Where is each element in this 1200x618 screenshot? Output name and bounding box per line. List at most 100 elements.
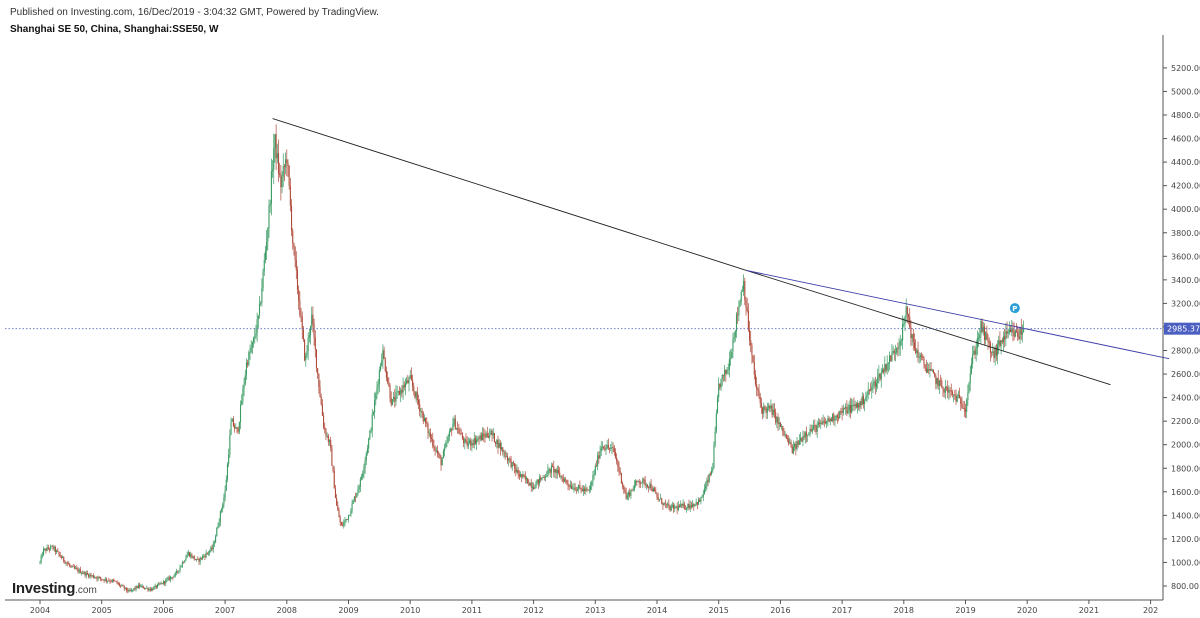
candle-body <box>311 314 313 326</box>
candle-body <box>737 314 739 316</box>
candle-body <box>80 573 83 574</box>
candle-body <box>272 169 274 172</box>
x-tick-label: 2017 <box>832 606 852 615</box>
candle-body <box>137 584 140 588</box>
candle-body <box>385 371 388 378</box>
candle-body <box>936 378 938 384</box>
candle-body <box>48 548 51 550</box>
candle-body <box>207 552 210 554</box>
candle-body <box>174 572 176 576</box>
candle-body <box>947 387 949 393</box>
candle-body <box>689 505 691 509</box>
candle-body <box>292 230 294 244</box>
candle-body <box>414 391 416 398</box>
y-tick-label: 800.00 <box>1171 582 1199 591</box>
candle-body <box>644 480 646 486</box>
candle-body <box>465 439 467 441</box>
candle-body <box>706 480 708 486</box>
candle-body <box>288 165 290 186</box>
candle-body <box>126 587 128 591</box>
candle-body <box>753 361 755 375</box>
candle-body <box>327 435 329 442</box>
candle-body <box>816 424 818 432</box>
investing-logo: Investing.com <box>12 580 97 598</box>
candlestick-series <box>39 124 1025 594</box>
candle-body <box>467 443 469 446</box>
candle-body <box>352 500 354 504</box>
candle-body <box>147 587 149 591</box>
candle-body <box>847 410 849 414</box>
candle-body <box>90 574 92 576</box>
candle-body <box>274 134 276 149</box>
candle-body <box>811 429 813 432</box>
candle-body <box>139 584 141 587</box>
candle-body <box>778 422 780 425</box>
candle-body <box>381 360 383 366</box>
candle-body <box>950 390 952 392</box>
candle-body <box>339 517 341 523</box>
y-tick-label: 2800.00 <box>1171 347 1200 356</box>
candle-body <box>98 577 100 578</box>
candle-body <box>881 369 883 373</box>
candle-body <box>83 571 85 574</box>
x-tick-label: 2010 <box>400 606 420 615</box>
candle-body <box>336 497 338 506</box>
candle-body <box>893 350 895 353</box>
candle-body <box>918 357 920 358</box>
candle-body <box>649 483 651 488</box>
candle-body <box>836 415 838 418</box>
candle-body <box>161 583 163 584</box>
p-marker-icon[interactable]: P <box>1009 303 1020 314</box>
candle-body <box>591 482 593 486</box>
candle-body <box>848 405 850 411</box>
candle-body <box>415 392 417 398</box>
candle-body <box>358 486 360 490</box>
candle-body <box>1010 329 1012 333</box>
candle-body <box>995 347 997 356</box>
candle-body <box>276 153 278 159</box>
candle-body <box>633 485 636 490</box>
candle-body <box>569 485 571 487</box>
candle-body <box>192 556 194 558</box>
x-tick-label: 2006 <box>153 606 173 615</box>
candle-body <box>391 399 393 405</box>
candle-body <box>487 436 490 438</box>
candle-body <box>658 499 660 500</box>
candle-body <box>471 443 473 446</box>
candle-body <box>493 433 495 443</box>
candle-body <box>295 259 297 271</box>
candle-body <box>441 458 443 466</box>
candle-body <box>442 451 444 459</box>
candle-body <box>412 380 414 387</box>
y-tick-label: 4000.00 <box>1171 205 1200 214</box>
candle-body <box>432 438 434 447</box>
candle-body <box>116 581 118 584</box>
candle-body <box>452 423 454 431</box>
candle-body <box>962 407 964 409</box>
x-tick-label: 2011 <box>462 606 482 615</box>
candle-body <box>988 341 990 343</box>
candle-body <box>390 398 392 405</box>
candle-body <box>905 306 907 317</box>
candle-body <box>544 476 547 478</box>
candle-body <box>41 554 43 556</box>
candle-body <box>941 380 943 388</box>
candle-body <box>682 503 684 506</box>
candle-body <box>807 435 809 436</box>
candle-body <box>862 396 865 404</box>
candle-body <box>454 418 456 430</box>
candle-body <box>880 372 882 380</box>
candle-body <box>179 567 181 571</box>
candle-body <box>883 369 885 372</box>
candle-body <box>277 153 280 174</box>
candle-body <box>974 350 976 355</box>
candle-body <box>193 556 195 560</box>
candle-body <box>986 332 988 340</box>
candle-body <box>43 549 45 555</box>
candle-body <box>834 419 836 421</box>
candle-body <box>76 568 78 569</box>
candle-body <box>617 461 619 467</box>
candle-body <box>845 406 847 409</box>
candle-body <box>370 430 372 432</box>
